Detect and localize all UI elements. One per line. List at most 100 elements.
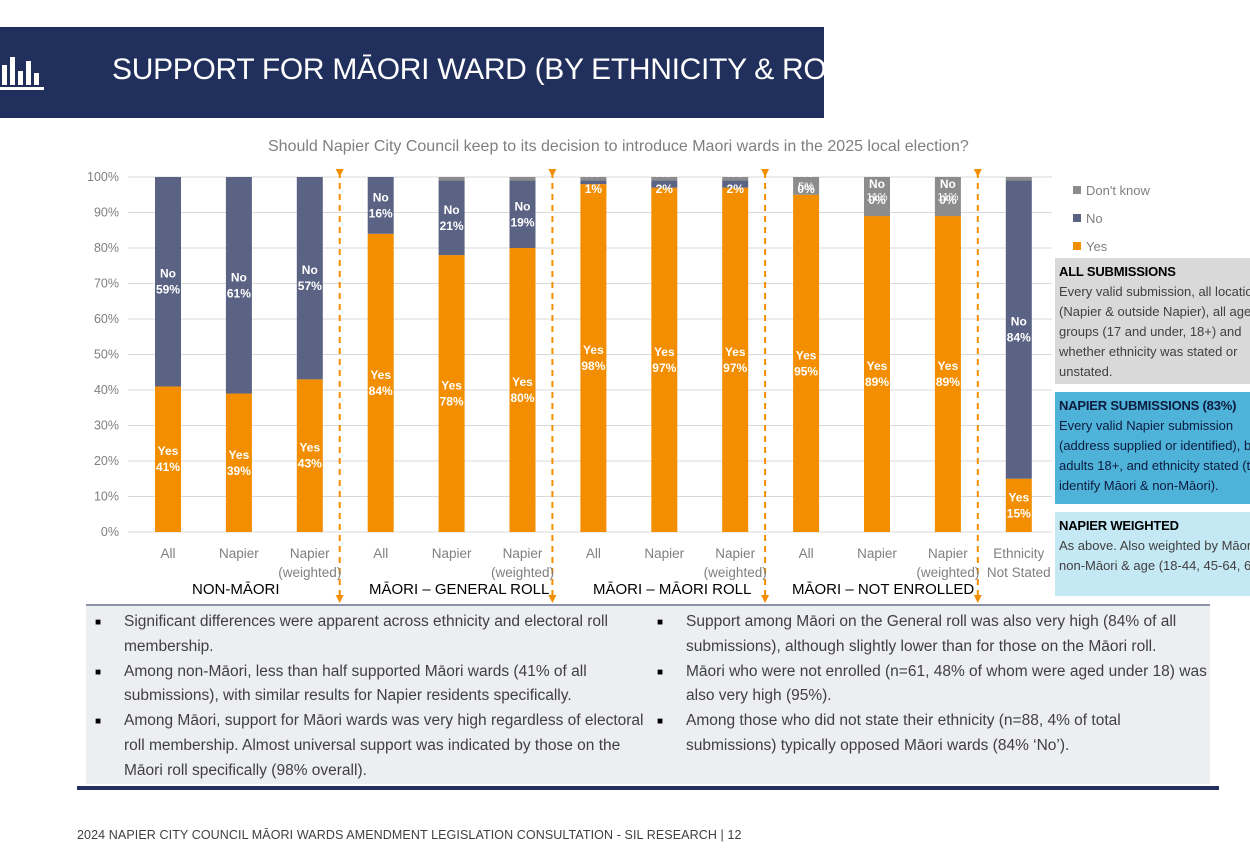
bar-segment-don-t-know bbox=[509, 177, 536, 181]
x-tick-label: All bbox=[799, 546, 814, 561]
divider-arrow-bottom bbox=[548, 595, 557, 603]
data-label-yes: 89% bbox=[936, 375, 960, 389]
bar-segment-no bbox=[225, 177, 252, 394]
data-label-yes: 97% bbox=[652, 361, 676, 375]
data-label-yes: 43% bbox=[298, 457, 322, 471]
bar-segment-yes bbox=[864, 216, 890, 533]
y-tick-label: 60% bbox=[94, 312, 119, 326]
bullet-icon: ■ bbox=[657, 716, 664, 728]
bar-segment-yes bbox=[580, 184, 607, 532]
legend-swatch bbox=[1073, 214, 1081, 222]
page-title: SUPPORT FOR MĀORI WARD (BY ETHNICITY & R… bbox=[112, 53, 869, 86]
title-bar: SUPPORT FOR MĀORI WARD (BY ETHNICITY & R… bbox=[0, 27, 869, 118]
data-label-no: 2% bbox=[656, 182, 674, 196]
data-label-yes: Yes bbox=[725, 345, 746, 359]
info-box-napier-submissions: NAPIER SUBMISSIONS (83%) Every valid Nap… bbox=[1055, 392, 1250, 504]
data-label-no: No bbox=[444, 203, 460, 217]
bar-segment-yes bbox=[438, 255, 465, 532]
bar-segment-yes bbox=[722, 187, 749, 532]
legend-label: Yes bbox=[1086, 238, 1108, 254]
data-label-yes: Yes bbox=[583, 343, 604, 357]
bar-segment-don-t-know bbox=[438, 177, 465, 181]
bar-segment-no bbox=[580, 180, 607, 185]
bottom-rule bbox=[77, 786, 1219, 790]
x-tick-label: (weighted) bbox=[491, 565, 554, 580]
bar-segment-don-t-know bbox=[864, 177, 890, 217]
data-label-no: 21% bbox=[440, 219, 464, 233]
x-tick-label: Napier bbox=[644, 546, 684, 561]
data-label-no: 0% bbox=[939, 193, 957, 207]
group-label-maori-general-roll: MĀORI – GENERAL ROLL bbox=[369, 581, 550, 598]
data-label-yes: Yes bbox=[441, 379, 462, 393]
info-box-title: ALL SUBMISSIONS bbox=[1059, 264, 1176, 279]
data-label-no: No bbox=[656, 166, 672, 180]
list-item: ■ Among Māori, support for Māori wards wa… bbox=[95, 709, 645, 783]
legend-item-no: No bbox=[1073, 204, 1150, 232]
bar-segment-no bbox=[155, 177, 181, 387]
bar-segment-yes bbox=[651, 187, 678, 532]
y-tick-label: 0% bbox=[101, 525, 119, 539]
data-label-yes: Yes bbox=[1008, 490, 1029, 504]
y-tick-label: 90% bbox=[94, 206, 119, 220]
bar-segment-don-t-know bbox=[651, 177, 678, 181]
divider-arrow-bottom bbox=[973, 595, 982, 603]
x-tick-label: (weighted) bbox=[704, 565, 767, 580]
data-label-yes: Yes bbox=[938, 359, 959, 373]
bullet-text: Support among Māori on the General roll … bbox=[686, 613, 1177, 655]
data-label-yes: 98% bbox=[581, 359, 605, 373]
data-label-no: No bbox=[585, 166, 601, 180]
legend-label: No bbox=[1086, 210, 1103, 226]
data-label-no: 61% bbox=[227, 286, 251, 300]
data-label-yes: Yes bbox=[654, 345, 675, 359]
bar-segment-don-t-know bbox=[580, 177, 607, 181]
list-item: ■ Among non-Māori, less than half support… bbox=[95, 660, 645, 710]
data-label-no: 1% bbox=[585, 182, 603, 196]
summary-panel bbox=[86, 604, 1210, 784]
bar-segment-no bbox=[296, 177, 323, 380]
x-tick-label: Napier bbox=[857, 546, 897, 561]
data-label-no: 59% bbox=[156, 283, 180, 297]
bar-chart-icon bbox=[0, 57, 44, 90]
data-label-yes: 15% bbox=[1007, 506, 1031, 520]
bullet-icon: ■ bbox=[95, 666, 102, 678]
legend-swatch bbox=[1073, 242, 1081, 250]
data-label-no: No bbox=[231, 270, 247, 284]
bar-segment-yes bbox=[296, 379, 323, 532]
summary-column-left: ■ Significant differences were apparent a… bbox=[95, 610, 645, 784]
data-label-yes: 84% bbox=[369, 384, 393, 398]
data-label-no: 57% bbox=[298, 279, 322, 293]
bar-segment-no bbox=[438, 180, 465, 256]
bar-segment-no bbox=[651, 180, 678, 188]
info-box-napier-weighted: NAPIER WEIGHTED As above. Also weighted … bbox=[1055, 512, 1250, 596]
bullet-icon: ■ bbox=[95, 617, 102, 628]
bar-segment-yes bbox=[934, 216, 961, 533]
list-item: ■ Among those who did not state their eth… bbox=[657, 709, 1210, 759]
legend-label: Don't know bbox=[1086, 182, 1150, 198]
data-label-no: 16% bbox=[369, 206, 393, 220]
data-label-no: No bbox=[1011, 315, 1027, 329]
y-tick-label: 40% bbox=[94, 383, 119, 397]
x-tick-label: Not Stated bbox=[987, 565, 1051, 580]
data-label-yes: 80% bbox=[510, 391, 534, 405]
data-label-no: 0% bbox=[868, 193, 886, 207]
divider-arrow-bottom bbox=[335, 595, 344, 603]
data-label-yes: 89% bbox=[865, 375, 889, 389]
info-box-title: NAPIER WEIGHTED bbox=[1059, 518, 1179, 533]
data-label-no: 84% bbox=[1007, 331, 1031, 345]
data-label-dont-know: 11% bbox=[866, 192, 887, 204]
bar-segment-don-t-know bbox=[934, 177, 961, 217]
x-tick-label: Napier bbox=[432, 546, 472, 561]
list-item: ■ Māori who were not enrolled (n=61, 48% … bbox=[657, 660, 1210, 710]
chart-title-text: Should Napier City Council keep to its d… bbox=[268, 138, 969, 155]
x-tick-label: Napier bbox=[503, 546, 543, 561]
data-label-yes: Yes bbox=[867, 359, 888, 373]
bar-segment-yes bbox=[1005, 478, 1032, 532]
bullet-text: Māori who were not enrolled (n=61, 48% o… bbox=[686, 662, 1207, 705]
data-label-no: 19% bbox=[510, 215, 534, 229]
bar-segment-yes bbox=[155, 386, 181, 532]
data-label-yes: 95% bbox=[794, 364, 818, 378]
bullet-icon: ■ bbox=[657, 666, 664, 678]
x-tick-label: Napier bbox=[928, 546, 968, 561]
info-box-all-submissions: ALL SUBMISSIONS Every valid submission, … bbox=[1055, 258, 1250, 384]
page-footer: 2024 NAPIER CITY COUNCIL MĀORI WARDS AME… bbox=[77, 828, 742, 842]
